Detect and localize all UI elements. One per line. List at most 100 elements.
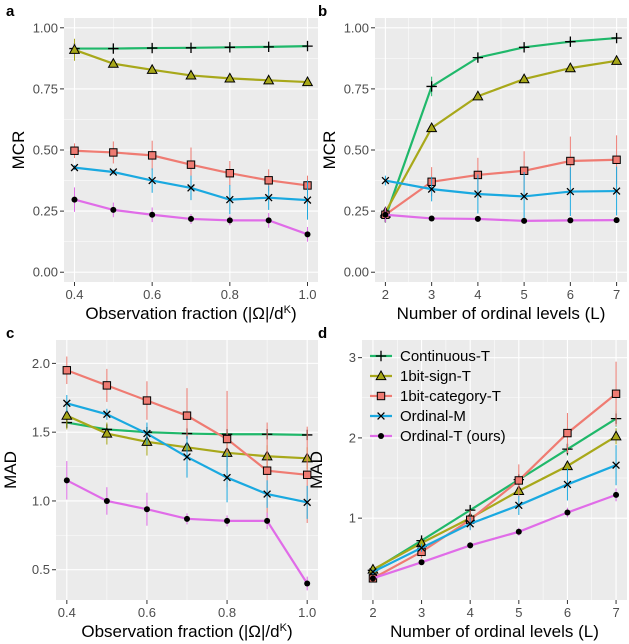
x-axis-title: Observation fraction (|Ω|/dK) [85,304,296,323]
data-point [147,151,157,160]
data-point [304,580,311,587]
data-point [263,490,271,498]
data-point [103,497,110,504]
data-point [68,43,81,54]
data-point [563,480,572,489]
x-tick-label: 4 [467,605,474,620]
panel-c: 0.4 0.6 0.8 1.0 0.5 1.0 1.5 2.0 c [6,325,318,620]
series-ordinal-t-ours- [382,207,620,224]
legend-label: 1bit-sign-T [400,368,471,385]
legend-label: Continuous-T [400,348,490,365]
series-line [384,36,617,218]
data-point [264,176,273,185]
y-tick-label: 0.25 [33,204,58,219]
series-ordinal-t-ours- [63,461,311,591]
x-tick-label: 2 [369,605,376,620]
y-tick-label: 1.5 [32,425,50,440]
data-point [226,217,233,224]
y-tick-label: 0.75 [33,81,58,96]
data-point [263,41,274,53]
data-point [518,42,530,53]
data-point [520,192,528,201]
data-point [110,206,117,213]
data-point [149,211,156,218]
panel-tag: d [318,325,327,342]
legend-label: 1bit-category-T [400,388,501,405]
data-point [103,410,111,419]
data-point [417,543,426,552]
data-point [188,215,194,222]
data-point [225,169,235,178]
series-ordinal-m [62,395,312,519]
data-point [222,434,232,444]
x-tick-label: 7 [613,287,620,302]
data-point [148,176,157,185]
legend-key-marker [376,391,386,401]
data-point [107,57,119,68]
data-point [382,211,389,218]
x-tick-label: 3 [418,605,425,620]
legend-key-marker [375,369,387,381]
data-point [303,196,312,204]
data-point [518,73,530,84]
legend: Continuous-T 1bit-sign-T 1bit-category-T Or… [370,348,506,445]
x-axis-title: Number of ordinal levels (L) [397,304,606,323]
data-point [521,217,528,224]
series-ordinal-m [381,166,621,221]
data-point [182,411,192,420]
legend-key-marker [378,433,384,439]
data-point [302,40,313,52]
data-point [146,42,158,54]
legend-label: Ordinal-M [400,408,466,425]
data-point [613,217,620,224]
x-tick-label: 4 [474,287,481,302]
y-tick-label: 1 [349,511,356,526]
x-tick-label: 1.0 [298,287,316,302]
data-point [186,160,196,169]
y-tick-label: 0.50 [33,143,58,158]
data-point [611,32,622,44]
data-point [472,52,484,63]
data-point [109,148,118,157]
data-point [466,519,475,528]
panel-a: 0.4 0.6 0.8 1.0 0.00 0.25 0.50 0.75 1.00 a [6,3,318,302]
data-point [224,517,231,524]
x-tick-label: 0.4 [65,287,83,302]
data-point [565,36,576,47]
data-point [70,146,79,155]
data-point [304,231,311,238]
panel-tag: b [318,3,327,20]
y-tick-label: 1.0 [32,493,50,508]
data-point [61,409,73,420]
data-point [70,163,79,172]
data-point [467,542,474,549]
series-1bit-category-t [70,140,312,196]
x-tick-label: 2 [382,287,389,302]
data-point [109,168,118,176]
x-tick-label: 3 [428,287,435,302]
x-tick-label: 5 [521,287,528,302]
series-ordinal-t-ours- [369,488,620,582]
series-line [385,213,617,222]
data-point [71,196,78,203]
data-point [101,427,113,438]
panel-b: 2 3 4 5 6 7 0.00 0.25 0.50 0.75 1.00 b [318,3,627,302]
y-tick-label: 1.00 [344,20,369,35]
y-tick-label: 1.00 [33,20,58,35]
data-point [146,63,158,74]
series-line [372,493,617,580]
data-point [63,477,70,484]
y-tick-label: 0.75 [344,81,369,96]
x-tick-label: 6 [567,287,574,302]
y-axis-title: MCR [320,131,339,170]
data-point [369,568,377,576]
series-line [385,179,617,198]
y-axis-title: MAD [307,451,326,489]
data-point [564,62,577,73]
data-point [612,461,620,470]
x-tick-label: 6 [564,605,571,620]
series-line [372,417,617,572]
y-tick-label: 0.50 [344,143,369,158]
y-tick-label: 2.0 [32,356,50,371]
